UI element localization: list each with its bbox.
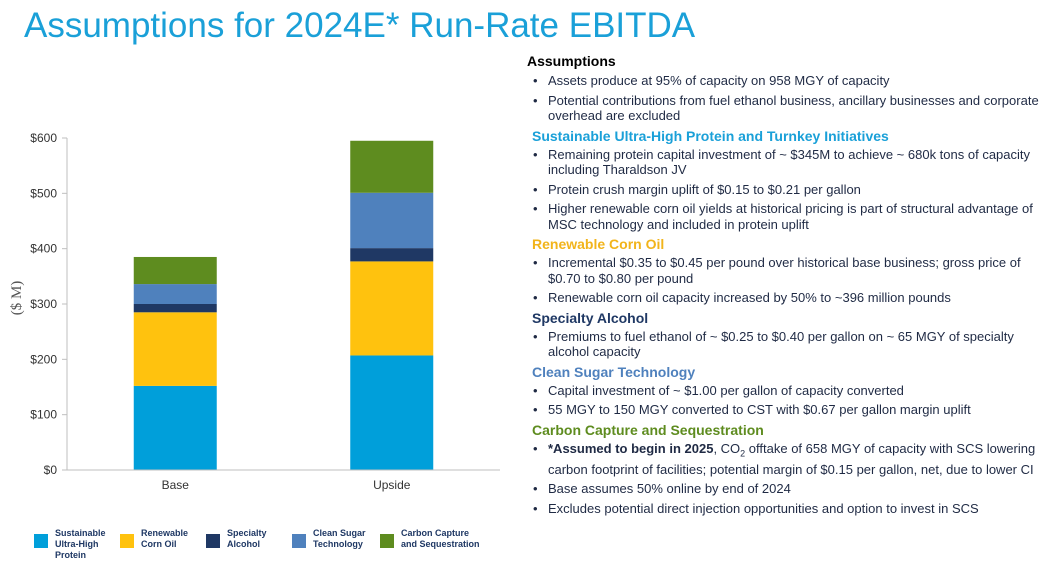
x-tick-label: Base [162,478,190,492]
bar-segment [350,192,434,249]
bar-segment [350,261,434,356]
legend-swatch [34,534,48,548]
legend-item: Carbon Capture and Sequestration [380,528,480,550]
legend-item: Specialty Alcohol [206,528,267,550]
list-item: • Higher renewable corn oil yields at his… [533,201,1033,232]
legend-label: Sustainable Ultra-High Protein [55,528,106,560]
bar-segment [350,355,434,470]
y-tick-label: $100 [30,408,57,422]
legend-swatch [120,534,134,548]
carbon-start-note: *Assumed to begin in 2025 [548,440,714,456]
bullet-icon: • [533,73,538,88]
section-title-alcohol: Specialty Alcohol [532,309,649,326]
x-axis: Base Upside [67,469,500,492]
protein-list: • Remaining protein capital investment of… [527,147,1055,233]
legend-label: Renewable Corn Oil [141,528,189,549]
bar-segment [133,284,217,304]
legend-item: Clean Sugar Technology [292,528,366,550]
bullet-icon: • [533,402,538,417]
assumptions-heading: Assumptions [527,53,616,69]
section-title-carbon: Carbon Capture and Sequestration [532,421,764,438]
legend-swatch [292,534,306,548]
corn-oil-list: • Incremental $0.35 to $0.45 per pound ov… [527,255,1055,306]
list-item: • Excludes potential direct injection opp… [533,500,979,516]
legend-swatch [380,534,394,548]
bullet-icon: • [533,255,538,270]
assumptions-panel: Assumptions • Assets produce at 95% of ca… [527,53,1055,520]
bar-segment [350,140,434,193]
sugar-list: • Capital investment of ~ $1.00 per gallo… [527,383,1055,418]
list-item: • 55 MGY to 150 MGY converted to CST with… [533,402,971,417]
alcohol-list: • Premiums to fuel ethanol of ~ $0.25 to … [527,329,1055,360]
bullet-icon: • [533,181,538,197]
carbon-list: • *Assumed to begin in 2025, CO2 offtake … [527,441,1055,517]
bar-stacks [133,140,434,470]
x-tick-label: Upside [373,478,411,492]
bullet-icon: • [533,92,538,108]
y-axis-label: ($ M) [9,281,25,316]
bullet-icon: • [533,290,538,305]
list-item: • Capital investment of ~ $1.00 per gallo… [533,382,904,398]
bar-segment [133,256,217,285]
section-title-corn-oil: Renewable Corn Oil [532,236,665,252]
y-tick-label: $500 [30,186,57,200]
bullet-icon: • [533,328,538,344]
list-item: • Remaining protein capital investment of… [533,146,1031,178]
list-item: • Base assumes 50% online by end of 2024 [533,481,791,497]
stacked-bar-chart: $0 $100 $200 $300 $400 $500 $600 Base Upside ($… [9,131,500,492]
legend-swatch [206,534,220,548]
list-item: • Incremental $0.35 to $0.45 per pound ov… [533,255,1021,286]
bar-segment [133,304,217,313]
list-item: • *Assumed to begin in 2025, CO2 offtake … [533,440,1036,477]
bar-segment [133,312,217,386]
section-title-sugar: Clean Sugar Technology [532,363,696,380]
bullet-icon: • [533,500,538,516]
y-axis: $0 $100 $200 $300 $400 $500 $600 [30,131,68,477]
list-item: • Renewable corn oil capacity increased b… [533,290,951,305]
section-title-protein: Sustainable Ultra-High Protein and Turnk… [532,127,889,144]
page-title: Assumptions for 2024E* Run-Rate EBITDA [24,6,696,45]
y-tick-label: $400 [30,242,57,256]
y-tick-label: $600 [30,131,57,145]
list-item: • Potential contributions from fuel ethan… [533,92,1039,124]
bar-segment [350,248,434,262]
bar-segment [133,385,217,470]
bullet-icon: • [533,146,538,162]
y-tick-label: $200 [30,352,57,366]
legend-label: Clean Sugar Technology [313,528,366,549]
legend-label: Carbon Capture and Sequestration [401,528,480,549]
list-item: • Assets produce at 95% of capacity on 95… [533,73,890,88]
bullet-icon: • [533,201,538,216]
general-list: • Assets produce at 95% of capacity on 95… [527,73,1055,124]
bullet-icon: • [533,382,538,398]
legend-item: Renewable Corn Oil [120,528,188,550]
legend-item: Sustainable Ultra-High Protein [34,528,106,561]
legend-label: Specialty Alcohol [227,528,267,549]
list-item: • Premiums to fuel ethanol of ~ $0.25 to … [533,328,1014,360]
chart-legend: Sustainable Ultra-High Protein Renewable … [34,528,504,568]
list-item: • Protein crush margin uplift of $0.15 to… [533,181,861,197]
y-tick-label: $0 [44,463,58,477]
bullet-icon: • [533,440,538,456]
bullet-icon: • [533,481,538,497]
y-tick-label: $300 [30,297,57,311]
